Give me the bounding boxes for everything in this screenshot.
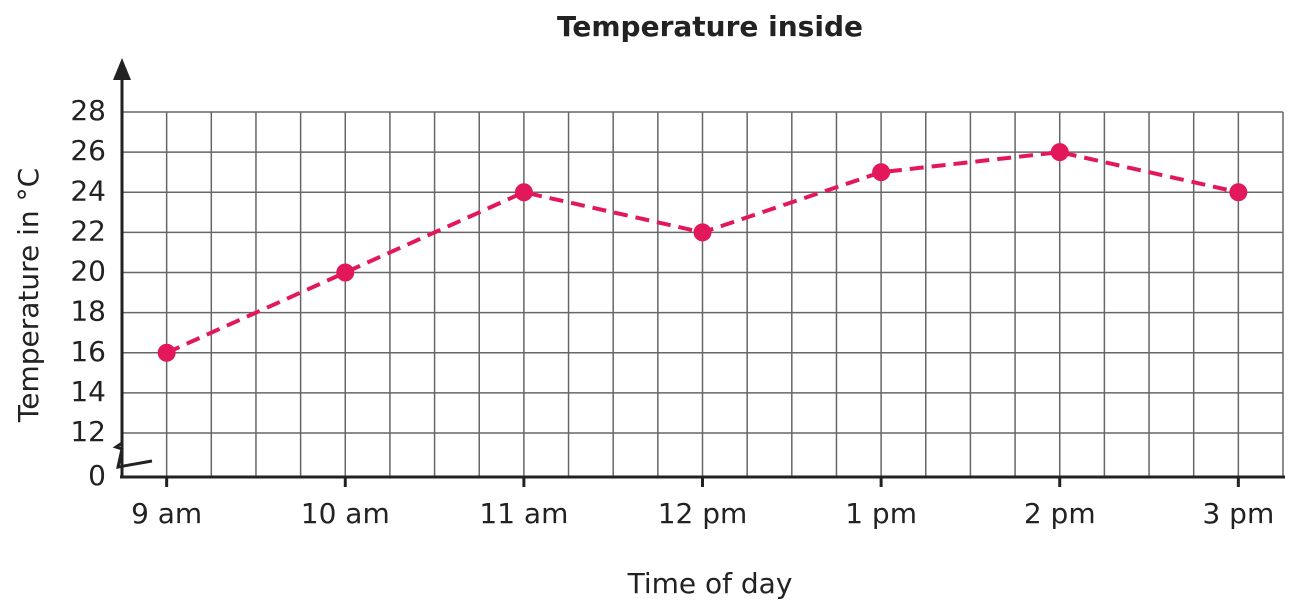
data-point [693,223,712,242]
y-tick-label: 18 [70,295,106,328]
y-tick-label: 26 [70,134,106,167]
x-tick-label: 3 pm [1202,497,1274,530]
y-tick-label: 14 [70,375,106,408]
y-tick-label: 0 [88,459,106,492]
x-tick-label: 2 pm [1024,497,1096,530]
data-point [1050,143,1069,162]
y-tick-label: 16 [70,335,106,368]
x-tick-label: 11 am [479,497,568,530]
data-point [1229,183,1248,202]
data-point [514,183,533,202]
x-tick-label: 9 am [131,497,202,530]
data-point [336,263,355,282]
y-tick-label: 12 [70,415,106,448]
axis-break [112,441,153,469]
y-axis-arrow [113,58,131,80]
x-tick-label: 10 am [301,497,390,530]
data-point [872,163,891,182]
y-tick-label: 28 [70,94,106,127]
y-tick-label: 20 [70,255,106,288]
y-axis-label: Temperature in °C [12,168,45,423]
data-point [157,343,176,362]
x-tick-label: 12 pm [658,497,748,530]
x-tick-label: 1 pm [845,497,917,530]
y-tick-label: 24 [70,174,106,207]
chart-title: Temperature inside [557,10,863,43]
y-tick-label: 22 [70,214,106,247]
x-axis-label: Time of day [627,567,793,600]
